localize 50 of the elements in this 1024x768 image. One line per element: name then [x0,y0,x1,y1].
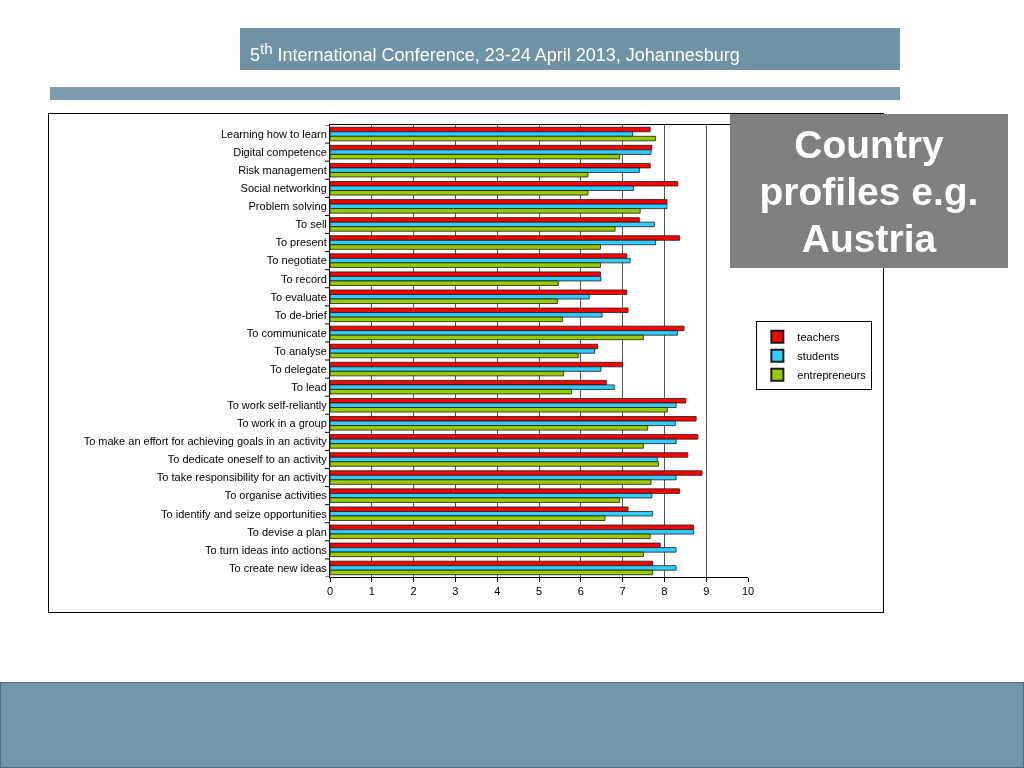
y-tick-label: To turn ideas into actions [205,543,328,556]
y-tick-label: To sell [295,218,327,231]
y-tick-label: To organise activities [224,489,328,502]
bar [330,470,703,476]
y-tick-label: To evaluate [270,290,327,303]
y-tick-label: To create new ideas [228,561,328,574]
legend-label: students [797,349,840,362]
chart-title: 5$^{th}$ International Conference, 23-24 April 2013, Johannesburg [250,39,740,67]
bar [330,348,595,354]
legend-label: entrepreneurs [797,368,867,381]
x-tick-label: 1 [368,585,375,598]
y-tick-label: To work in a group [236,417,327,430]
x-tick-label: 3 [452,585,459,598]
y-tick-label: To analyse [274,344,327,357]
y-tick-label: To identify and seize opportunities [161,507,328,520]
y-tick-label: To take responsibility for an activity [156,471,328,484]
y-tick-label: Learning how to learn [221,127,327,140]
bar [330,452,689,458]
y-tick-label: To negotiate [266,254,327,267]
x-tick-label: 4 [494,585,501,598]
bar [330,565,677,571]
bar [330,135,657,142]
y-tick-label: To work self-reliantly [227,399,328,412]
x-tick-label: 0 [326,585,334,598]
y-tick-label: To dedicate oneself to an activity [167,453,328,466]
legend-label: teachers [797,330,841,343]
x-tick-label: 5 [535,585,543,598]
bar [330,235,680,241]
bar [330,325,685,332]
y-tick-label: To lead [291,381,327,394]
x-tick-label: 7 [619,585,626,598]
y-tick-label: Risk management [238,164,327,177]
bar [330,461,659,467]
y-tick-label: To record [280,272,327,285]
text-panel: Country profiles e.g. Austria [730,114,1008,268]
y-tick-label: Digital competence [233,145,327,158]
x-tick-label: 9 [703,585,710,598]
y-tick-label: Social networking [240,182,327,195]
y-tick-label: To devise a plan [247,525,327,538]
y-tick-label: To de-brief [274,308,328,321]
y-tick-label: Problem solving [248,200,327,213]
y-tick-label: To delegate [269,362,327,375]
y-tick-label: To communicate [246,326,327,339]
x-tick-label: 8 [661,585,668,598]
x-tick-label: 6 [577,585,584,598]
x-tick-label: 2 [410,585,417,598]
y-tick-label: To present [275,236,327,249]
x-tick-label: 10 [741,585,755,598]
bar [330,203,668,210]
y-tick-label: To make an effort for achieving goals in an activity [83,435,328,448]
